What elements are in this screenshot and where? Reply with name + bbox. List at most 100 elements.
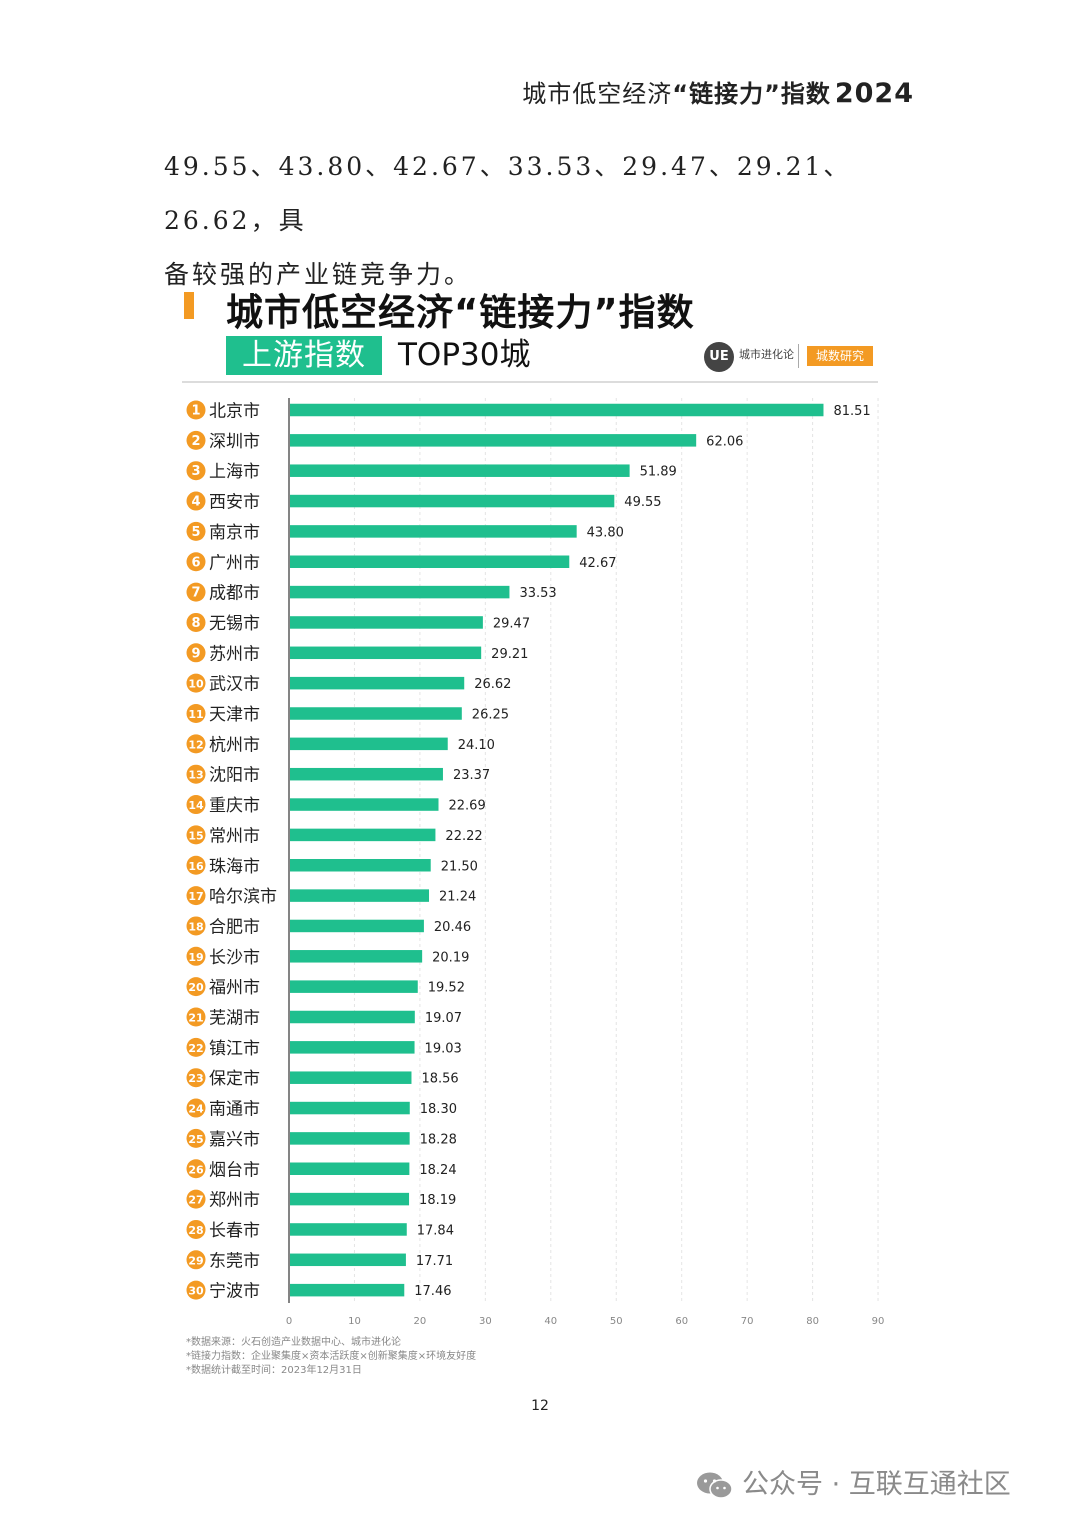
value-label: 20.46 [434,920,471,935]
rank-badge [186,734,206,754]
bar [290,676,465,690]
rank-number: 15 [188,829,203,842]
rank-badge [186,1037,206,1057]
rank-number: 11 [188,708,203,721]
category-label: 北京市 [209,402,260,422]
value-label: 62.06 [706,434,743,449]
rank-number: 25 [188,1133,203,1146]
value-label: 29.21 [491,647,528,662]
category-label: 保定市 [209,1069,260,1089]
page-number: 12 [531,1398,549,1414]
bar [290,1041,415,1054]
note-cutoff: *数据统计截至时间：2023年12月31日 [186,1365,362,1376]
bar [290,646,482,660]
value-label: 24.10 [458,738,495,753]
bar [290,464,630,477]
x-tick-label: 80 [806,1316,819,1327]
category-label: 武汉市 [209,675,260,695]
rank-number: 2 [191,434,200,449]
value-label: 21.50 [441,859,478,874]
rank-number: 18 [188,920,203,933]
bar [290,403,824,417]
value-label: 17.84 [417,1223,454,1238]
chart-notes: *数据来源：火石创造产业数据中心、城市进化论 *链接力指数：企业聚集度×资本活跃… [186,1336,476,1378]
rank-badge [186,886,206,906]
rank-number: 19 [188,951,203,964]
category-label: 上海市 [209,462,260,482]
category-label: 烟台市 [209,1160,260,1180]
rank-number: 13 [188,769,203,782]
chart-title: 城市低空经济“链接力”指数 [226,291,695,334]
value-label: 17.46 [414,1284,451,1299]
logo-name: 城市进化论 [739,348,794,361]
category-label: 杭州市 [209,735,260,755]
bar [290,1101,410,1115]
value-label: 19.03 [425,1041,462,1056]
bar [290,828,436,842]
value-label: 26.25 [472,708,509,723]
rank-badge [186,1159,206,1179]
category-label: 深圳市 [209,432,260,452]
paragraph-line-2: 备较强的产业链竞争力。 [164,260,473,289]
category-label: 无锡市 [209,614,260,634]
category-label: 宁波市 [209,1282,260,1302]
value-label: 18.30 [420,1102,457,1117]
rank-badge [186,764,206,784]
category-label: 哈尔滨市 [209,887,277,907]
rank-badge [186,491,206,511]
category-label: 东莞市 [209,1251,260,1271]
rank-badge [186,582,206,602]
rank-number: 29 [188,1254,203,1267]
rank-badge [186,977,206,997]
value-label: 29.47 [493,616,530,631]
rank-badge [186,1189,206,1209]
rank-badge [186,430,206,450]
bar [290,707,462,720]
rank-badge [186,1128,206,1148]
bar [290,585,510,599]
rank-number: 20 [188,981,204,994]
x-tick-label: 50 [610,1316,623,1327]
rank-number: 14 [188,799,204,812]
category-label: 长沙市 [209,948,260,968]
x-tick-label: 10 [348,1316,361,1327]
rank-badge [186,612,206,632]
header-prefix: 城市低空经济 [522,80,673,108]
category-label: 苏州市 [209,644,260,664]
rank-number: 27 [188,1194,203,1207]
x-tick-label: 70 [741,1316,754,1327]
rank-number: 24 [188,1103,204,1116]
rank-badge [186,855,206,875]
watermark-text: 公众号 · 互联互通社区 [742,1469,1011,1500]
category-label: 长春市 [209,1221,260,1241]
value-label: 19.52 [428,981,465,996]
bar [290,616,483,629]
bar [290,494,615,508]
bar [290,1283,405,1297]
category-label: 福州市 [209,978,260,998]
value-label: 43.80 [587,525,624,540]
value-label: 33.53 [519,586,556,601]
category-label: 镇江市 [209,1039,260,1059]
rank-number: 10 [188,678,204,691]
value-label: 18.19 [419,1193,456,1208]
rank-number: 7 [191,586,200,601]
bar [290,919,424,933]
x-tick-label: 90 [872,1316,885,1327]
category-label: 南京市 [209,523,260,543]
value-label: 17.71 [416,1254,453,1269]
rank-number: 9 [191,646,200,661]
rank-number: 23 [188,1072,203,1085]
logo-badge: 城数研究 [807,346,873,366]
logo-divider [798,344,799,368]
category-label: 南通市 [209,1100,260,1120]
header-highlight: “链接力”指数 [672,80,831,108]
bar [290,737,448,751]
category-label: 郑州市 [209,1191,260,1211]
rank-badge [186,1098,206,1118]
wechat-icon [697,1472,733,1499]
chart-badge: 上游指数 [226,336,382,375]
bar [290,950,423,963]
category-label: 西安市 [209,493,260,513]
rank-badge [186,1007,206,1027]
